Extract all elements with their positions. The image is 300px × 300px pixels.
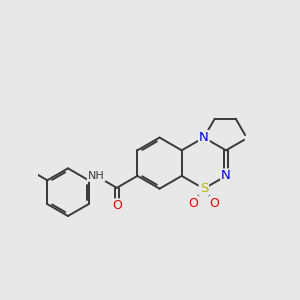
Text: O: O	[188, 196, 198, 210]
Text: O: O	[112, 199, 122, 212]
Text: NH: NH	[88, 171, 104, 181]
Text: N: N	[221, 169, 231, 182]
Text: O: O	[210, 196, 220, 210]
Text: S: S	[200, 182, 208, 195]
Text: N: N	[199, 131, 209, 144]
